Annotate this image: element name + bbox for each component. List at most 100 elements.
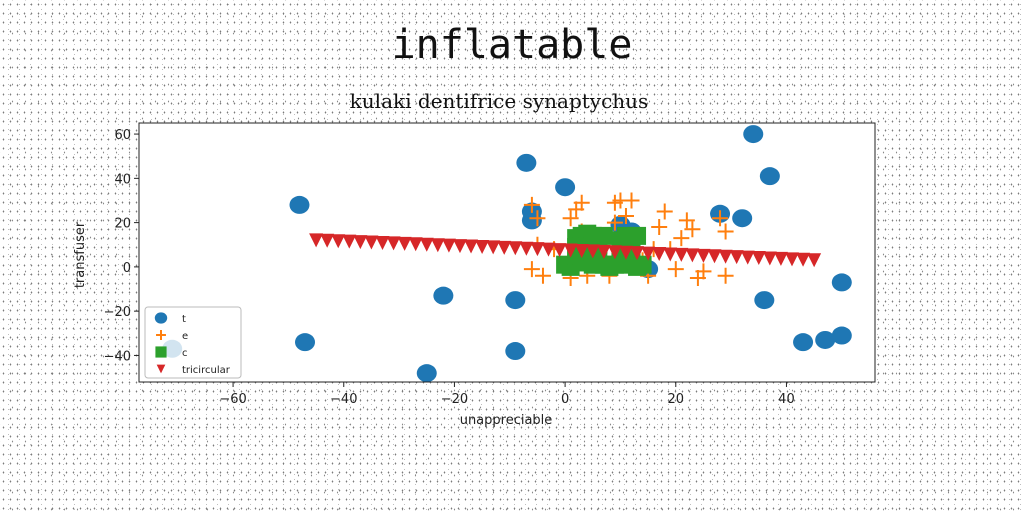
data-point [607,245,622,260]
data-point [375,235,390,250]
data-point [596,244,611,259]
data-point [674,247,689,262]
data-point [729,250,744,265]
data-point [732,209,753,228]
data-point [652,247,667,262]
data-point [762,251,777,266]
data-point [796,252,811,267]
data-point [623,192,640,209]
data-point [516,153,537,172]
data-point [633,255,652,274]
data-point [541,242,556,257]
data-point [807,253,822,268]
data-point [759,167,780,186]
y-tick-label: 60 [114,128,131,143]
legend-label: e [182,331,188,342]
data-point [673,230,690,247]
data-point [529,210,546,227]
data-point [408,237,423,252]
data-point [793,333,814,352]
data-point [530,242,545,257]
data-point [497,240,512,255]
legend-label: tricircular [182,365,231,376]
legend-marker [156,364,166,374]
data-point [505,291,526,310]
data-point [663,247,678,262]
data-point [617,207,634,224]
legend-entry: tricircular [156,364,231,376]
y-tick-label: −40 [104,349,131,364]
y-tick-label: −20 [104,305,131,320]
y-tick-label: 20 [114,217,131,232]
plot-area [138,122,876,383]
y-axis: −40 −20 0 20 40 60 [104,128,139,364]
data-point [685,248,700,263]
data-point [521,211,542,230]
x-tick-label: 20 [668,392,685,407]
data-point [552,243,567,258]
data-point [562,210,579,227]
data-point [784,252,799,267]
plot-frame [138,122,876,383]
legend-label: t [182,314,186,325]
data-point [320,233,335,248]
data-point [585,244,600,259]
data-point [416,364,437,383]
y-tick-label: 0 [123,261,131,276]
x-axis-label: unappreciable [460,413,553,428]
data-point [695,263,712,280]
y-axis-label: transfuser [73,221,88,288]
data-point [717,223,734,240]
data-point [630,246,645,261]
series-t [162,125,852,383]
data-point [364,235,379,250]
x-axis: −60 −40 −20 0 20 40 [219,382,795,407]
data-marks [162,125,852,383]
data-point [505,342,526,361]
data-point [397,236,412,251]
legend-marker [156,330,166,340]
data-point [696,248,711,263]
data-point [618,245,633,260]
x-tick-label: −60 [219,392,246,407]
data-point [573,194,590,211]
data-point [555,178,576,197]
legend-label: c [182,348,188,359]
page-title: inflatable [391,22,633,68]
x-tick-label: −40 [330,392,357,407]
data-point [295,333,316,352]
data-point [353,235,368,250]
x-tick-label: −20 [441,392,468,407]
data-point [523,196,540,213]
data-point [656,203,673,220]
data-point [519,241,534,256]
data-point [717,267,734,284]
data-point [684,221,701,238]
y-tick-label: 40 [114,172,131,187]
data-point [831,326,852,345]
data-point [628,226,647,245]
data-point [430,238,445,253]
data-point [773,251,788,266]
legend-entry: e [156,330,188,342]
data-point [651,219,668,236]
data-point [563,243,578,258]
data-point [534,267,551,284]
data-point [678,212,695,229]
data-point [641,246,656,261]
chart-title: kulaki dentifrice synaptychus [350,89,649,113]
legend-marker [154,312,168,324]
legend-entry: c [155,346,188,359]
x-tick-label: 40 [778,392,795,407]
legend: tec tricircular [144,306,242,379]
data-point [743,125,764,144]
data-point [433,286,454,305]
data-point [667,261,684,278]
data-point [386,236,401,251]
data-point [718,249,733,264]
data-point [452,239,467,254]
data-point [342,234,357,249]
data-point [289,195,310,214]
series-tricircular [309,233,822,268]
data-point [523,261,540,278]
